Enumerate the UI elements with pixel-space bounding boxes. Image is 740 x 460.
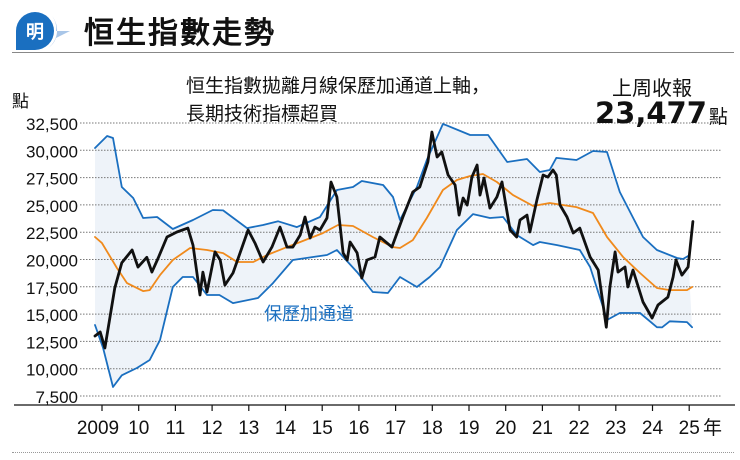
x-tick-label: 19: [458, 418, 479, 439]
title-divider: [12, 52, 734, 53]
y-tick-label: 32,500: [26, 115, 78, 134]
annotation: 恒生指數拋離月線保歷加通道上軸， 長期技術指標超買: [186, 72, 490, 128]
x-tick-label: 22: [569, 418, 590, 439]
x-tick-label: 23: [605, 418, 626, 439]
annotation-line-2: 長期技術指標超買: [186, 103, 339, 125]
y-tick-label: 7,500: [35, 388, 78, 407]
brand-logo: 明: [16, 12, 70, 50]
x-tick-label: 21: [532, 418, 553, 439]
last-close-value-wrap: 23,477 點: [595, 96, 728, 130]
y-tick-label: 30,000: [26, 142, 78, 161]
x-tick-label: 12: [202, 418, 223, 439]
upper-band-line: [94, 123, 689, 260]
bottom-divider: [12, 452, 734, 453]
y-tick-label: 12,500: [26, 333, 78, 352]
x-tick-label: 24: [642, 418, 664, 439]
x-tick-label: 10: [128, 418, 149, 439]
x-tick-label: 18: [422, 418, 443, 439]
x-tick-label: 11: [166, 418, 186, 439]
y-axis-unit: 點: [12, 92, 29, 112]
x-tick-label: 13: [238, 418, 259, 439]
x-tick-label: 25: [679, 418, 700, 439]
chart-title: 恒生指數走勢: [84, 16, 276, 51]
y-tick-label: 17,500: [26, 279, 78, 298]
svg-text:明: 明: [26, 22, 44, 43]
band-label: 保歷加通道: [264, 304, 354, 325]
hsi-close-line: [93, 130, 695, 350]
annotation-line-1: 恒生指數拋離月線保歷加通道上軸，: [186, 75, 491, 97]
y-tick-label: 10,000: [26, 361, 78, 380]
x-tick-label: 15: [312, 418, 333, 439]
x-tick-label: 2009: [77, 418, 119, 439]
y-tick-label: 22,500: [26, 224, 78, 243]
x-tick-label: 16: [348, 418, 369, 439]
x-tick-label: 14: [275, 418, 297, 439]
x-tick-label: 17: [385, 418, 406, 439]
x-tick-label: 20: [495, 418, 516, 439]
last-close-unit: 點: [708, 106, 728, 128]
last-close-value: 23,477: [595, 96, 707, 130]
last-close-label: 上周收報: [612, 76, 692, 100]
y-tick-label: 27,500: [26, 170, 78, 189]
bollinger-band-fill: [95, 124, 693, 387]
y-tick-label: 15,000: [26, 306, 78, 325]
x-axis-unit: 年: [703, 417, 722, 439]
y-tick-label: 25,000: [26, 197, 78, 216]
y-tick-label: 20,000: [26, 252, 78, 271]
